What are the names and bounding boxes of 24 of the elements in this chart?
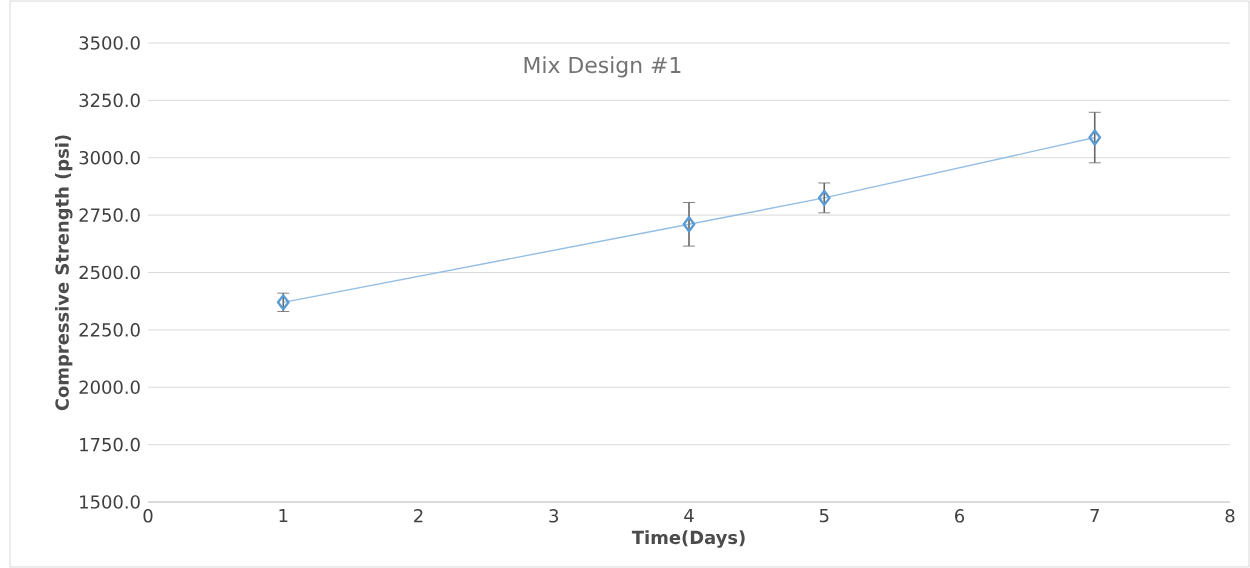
x-tick-label: 7: [1090, 509, 1099, 523]
y-tick-label: 1500.0: [80, 495, 140, 509]
y-tick-label: 2000.0: [79, 380, 140, 395]
y-tick-label: 3000.0: [79, 150, 140, 165]
y-tick-label: 3250.0: [79, 93, 140, 108]
point: [817, 189, 831, 207]
y-tick-label: 2250.0: [79, 323, 140, 337]
x-tick-label: 0: [143, 509, 153, 523]
x-tick-label: 6: [955, 509, 965, 523]
text: Mix Design #1: [524, 56, 681, 78]
x-tick-label: 2: [414, 509, 423, 523]
point: [1088, 129, 1102, 146]
x-tick-label: 4: [684, 509, 694, 523]
y-tick-label: 2500.0: [79, 265, 140, 280]
point: [682, 216, 696, 233]
x-tick-label: 1: [279, 509, 288, 523]
x-tick-label: 3: [549, 509, 559, 523]
y-tick-label: 2750.0: [79, 208, 140, 222]
y-tick-label: 3500.0: [79, 36, 140, 50]
y-axis-title: Compressive Strength (psi): [55, 135, 73, 411]
x-tick-label: 5: [819, 509, 829, 523]
x-tick-label: 8: [1225, 509, 1235, 523]
x-axis-title: Time(Days): [631, 530, 745, 548]
y-tick-label: 1750.0: [80, 437, 140, 452]
